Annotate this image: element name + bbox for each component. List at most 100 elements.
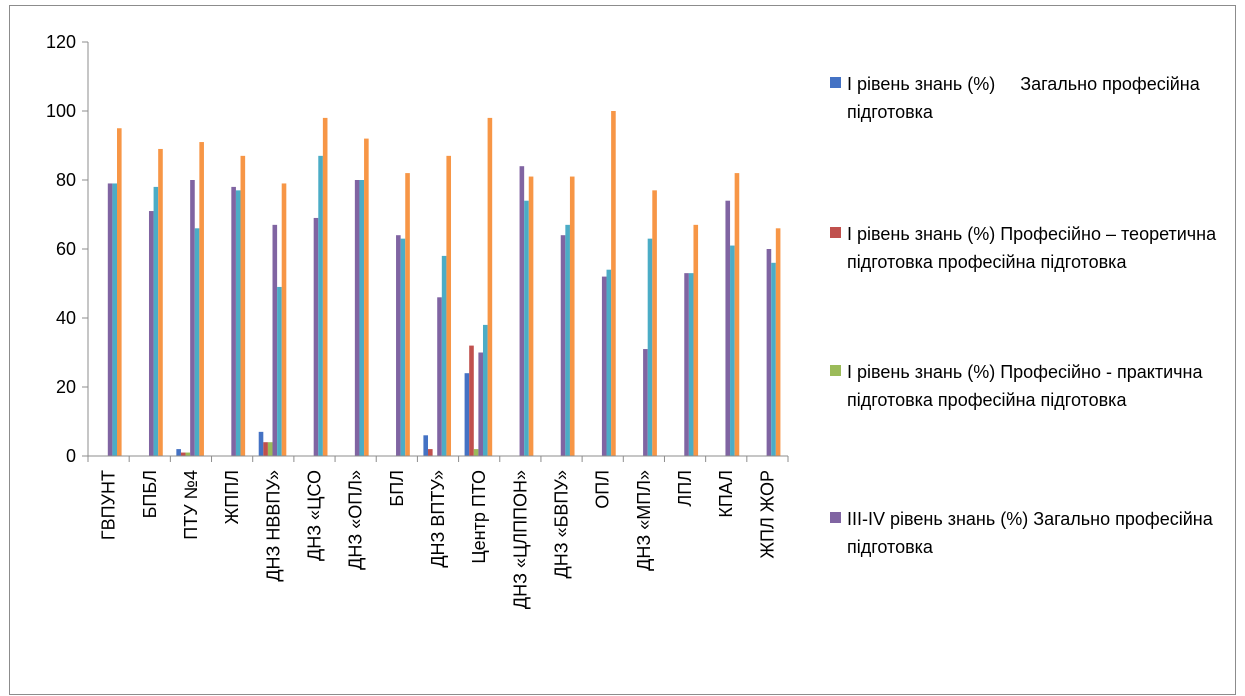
x-tick-label: ДНЗ «ЦЛППОН» <box>510 470 530 609</box>
bar-series-5-5 <box>277 286 282 456</box>
bar-series-4-9 <box>437 297 442 456</box>
bar-series-4-11 <box>519 166 525 456</box>
bar-series-6-4 <box>240 155 246 456</box>
y-tick-label: 40 <box>56 308 76 328</box>
bar-series-3-10 <box>473 449 479 456</box>
bar-series-5-16 <box>730 245 735 456</box>
bar-series-4-15 <box>684 273 689 456</box>
bar-series-5-11 <box>524 200 529 456</box>
bar-series-5-10 <box>482 324 488 456</box>
bar-series-6-3 <box>199 142 204 457</box>
x-tick-label: ДНЗ «БВПУ» <box>552 470 572 578</box>
bar-series-4-10 <box>478 352 483 456</box>
x-tick-label: ДНЗ ВПТУ» <box>428 470 448 568</box>
bar-series-6-7 <box>364 138 369 456</box>
bar-series-4-14 <box>643 349 648 456</box>
x-tick-label: ЛПЛ <box>675 470 695 507</box>
bar-series-2-10 <box>469 345 474 456</box>
legend-swatch-series-1 <box>830 77 841 88</box>
bar-series-5-13 <box>606 269 612 456</box>
legend-swatch-series-3 <box>830 365 841 376</box>
bar-series-5-4 <box>235 190 241 456</box>
bar-series-5-12 <box>565 224 570 456</box>
bar-series-6-11 <box>528 176 534 457</box>
bar-series-5-14 <box>647 238 653 456</box>
y-tick-label: 0 <box>66 446 76 466</box>
bar-series-6-14 <box>652 190 657 456</box>
bar-series-6-12 <box>569 176 575 457</box>
bar-series-6-13 <box>611 111 616 456</box>
x-tick-label: ЖПЛ ЖОР <box>757 470 777 559</box>
legend-label-series-4: ІІІ-ІV рівень знань (%) Загально професі… <box>847 509 1218 557</box>
legend-entry: І рівень знань (%) Професійно - практичн… <box>830 358 1232 414</box>
x-tick-label: ОПЛ <box>593 470 613 509</box>
bar-series-2-3 <box>180 452 186 456</box>
bar-series-6-17 <box>775 228 781 456</box>
bar-series-4-5 <box>272 224 278 456</box>
bar-series-4-13 <box>601 276 607 456</box>
bar-series-6-8 <box>405 173 410 456</box>
bar-series-4-4 <box>231 186 236 456</box>
bar-series-5-9 <box>441 255 447 456</box>
chart-area: 0 20 40 60 80 100 120 ГВПУНТ БПБЛ ПТУ №4 ЖППЛ ДНЗ Н… <box>9 5 1236 695</box>
x-tick-label: ДНЗ «ЦСО <box>304 470 324 561</box>
legend-entry: І рівень знань (%) Загально професійна п… <box>830 70 1232 126</box>
y-tick-label: 80 <box>56 170 76 190</box>
bar-series-6-6 <box>322 117 328 457</box>
legend-entry: ІІІ-ІV рівень знань (%) Загально професі… <box>830 505 1232 561</box>
legend-entry: І рівень знань (%) Професійно – теоретич… <box>830 220 1232 276</box>
bar-series-5-8 <box>400 238 406 456</box>
bar-series-3-3 <box>185 452 191 456</box>
bar-series-1-3 <box>176 449 181 456</box>
bar-series-2-9 <box>428 449 433 456</box>
bar-series-5-1 <box>112 183 117 456</box>
bar-series-1-5 <box>258 431 264 456</box>
x-tick-label: ДНЗ «МПЛ» <box>634 470 654 571</box>
bar-series-5-15 <box>688 273 694 456</box>
bar-series-4-3 <box>190 180 195 456</box>
bar-series-4-1 <box>107 183 113 456</box>
bar-series-6-5 <box>281 183 287 456</box>
bar-series-6-16 <box>734 173 740 456</box>
legend-swatch-series-2 <box>830 227 841 238</box>
bar-series-5-7 <box>359 180 365 456</box>
x-tick-label: ГВПУНТ <box>99 470 119 540</box>
bar-series-1-10 <box>464 373 470 456</box>
y-tick-label: 100 <box>46 101 76 121</box>
bar-series-6-10 <box>487 117 493 457</box>
legend-label-series-2: І рівень знань (%) Професійно – теоретич… <box>847 224 1222 272</box>
bar-series-3-5 <box>267 442 273 456</box>
legend-label-series-1: І рівень знань (%) Загально професійна п… <box>847 74 1205 122</box>
bar-series-1-9 <box>423 435 429 456</box>
bar-series-6-9 <box>446 155 452 456</box>
y-tick-label: 20 <box>56 377 76 397</box>
legend-label-series-3: І рівень знань (%) Професійно - практичн… <box>847 362 1208 410</box>
x-tick-label: ПТУ №4 <box>181 470 201 540</box>
y-tick-label: 120 <box>46 32 76 52</box>
bar-series-5-3 <box>194 228 200 456</box>
bar-series-6-1 <box>117 128 122 456</box>
bar-series-5-2 <box>153 186 159 456</box>
x-tick-label: ЖППЛ <box>222 470 242 524</box>
bar-series-2-5 <box>263 442 268 456</box>
x-tick-label: ДНЗ НВВПУ» <box>263 470 283 582</box>
x-tick-label: Центр ПТО <box>469 470 489 564</box>
x-tick-label: БПБЛ <box>140 470 160 518</box>
bar-series-4-12 <box>560 235 566 456</box>
chart-plot: 0 20 40 60 80 100 120 ГВПУНТ БПБЛ ПТУ №4 ЖППЛ ДНЗ Н… <box>46 32 789 609</box>
bar-series-4-2 <box>148 211 154 456</box>
bar-series-4-8 <box>396 235 401 456</box>
bar-series-4-17 <box>766 249 772 456</box>
bar-series-6-2 <box>158 148 163 456</box>
bar-series-5-17 <box>771 262 776 456</box>
y-tick-label: 60 <box>56 239 76 259</box>
x-tick-label: ДНЗ «ОПЛ» <box>346 470 366 570</box>
x-tick-label: КПАЛ <box>716 470 736 518</box>
bar-series-4-16 <box>725 200 731 456</box>
bar-series-6-15 <box>693 224 699 456</box>
bar-series-4-7 <box>354 180 360 456</box>
bar-series-4-6 <box>313 217 319 456</box>
legend-swatch-series-4 <box>830 512 841 523</box>
bar-series-5-6 <box>318 155 323 456</box>
x-tick-label: БПЛ <box>387 470 407 507</box>
